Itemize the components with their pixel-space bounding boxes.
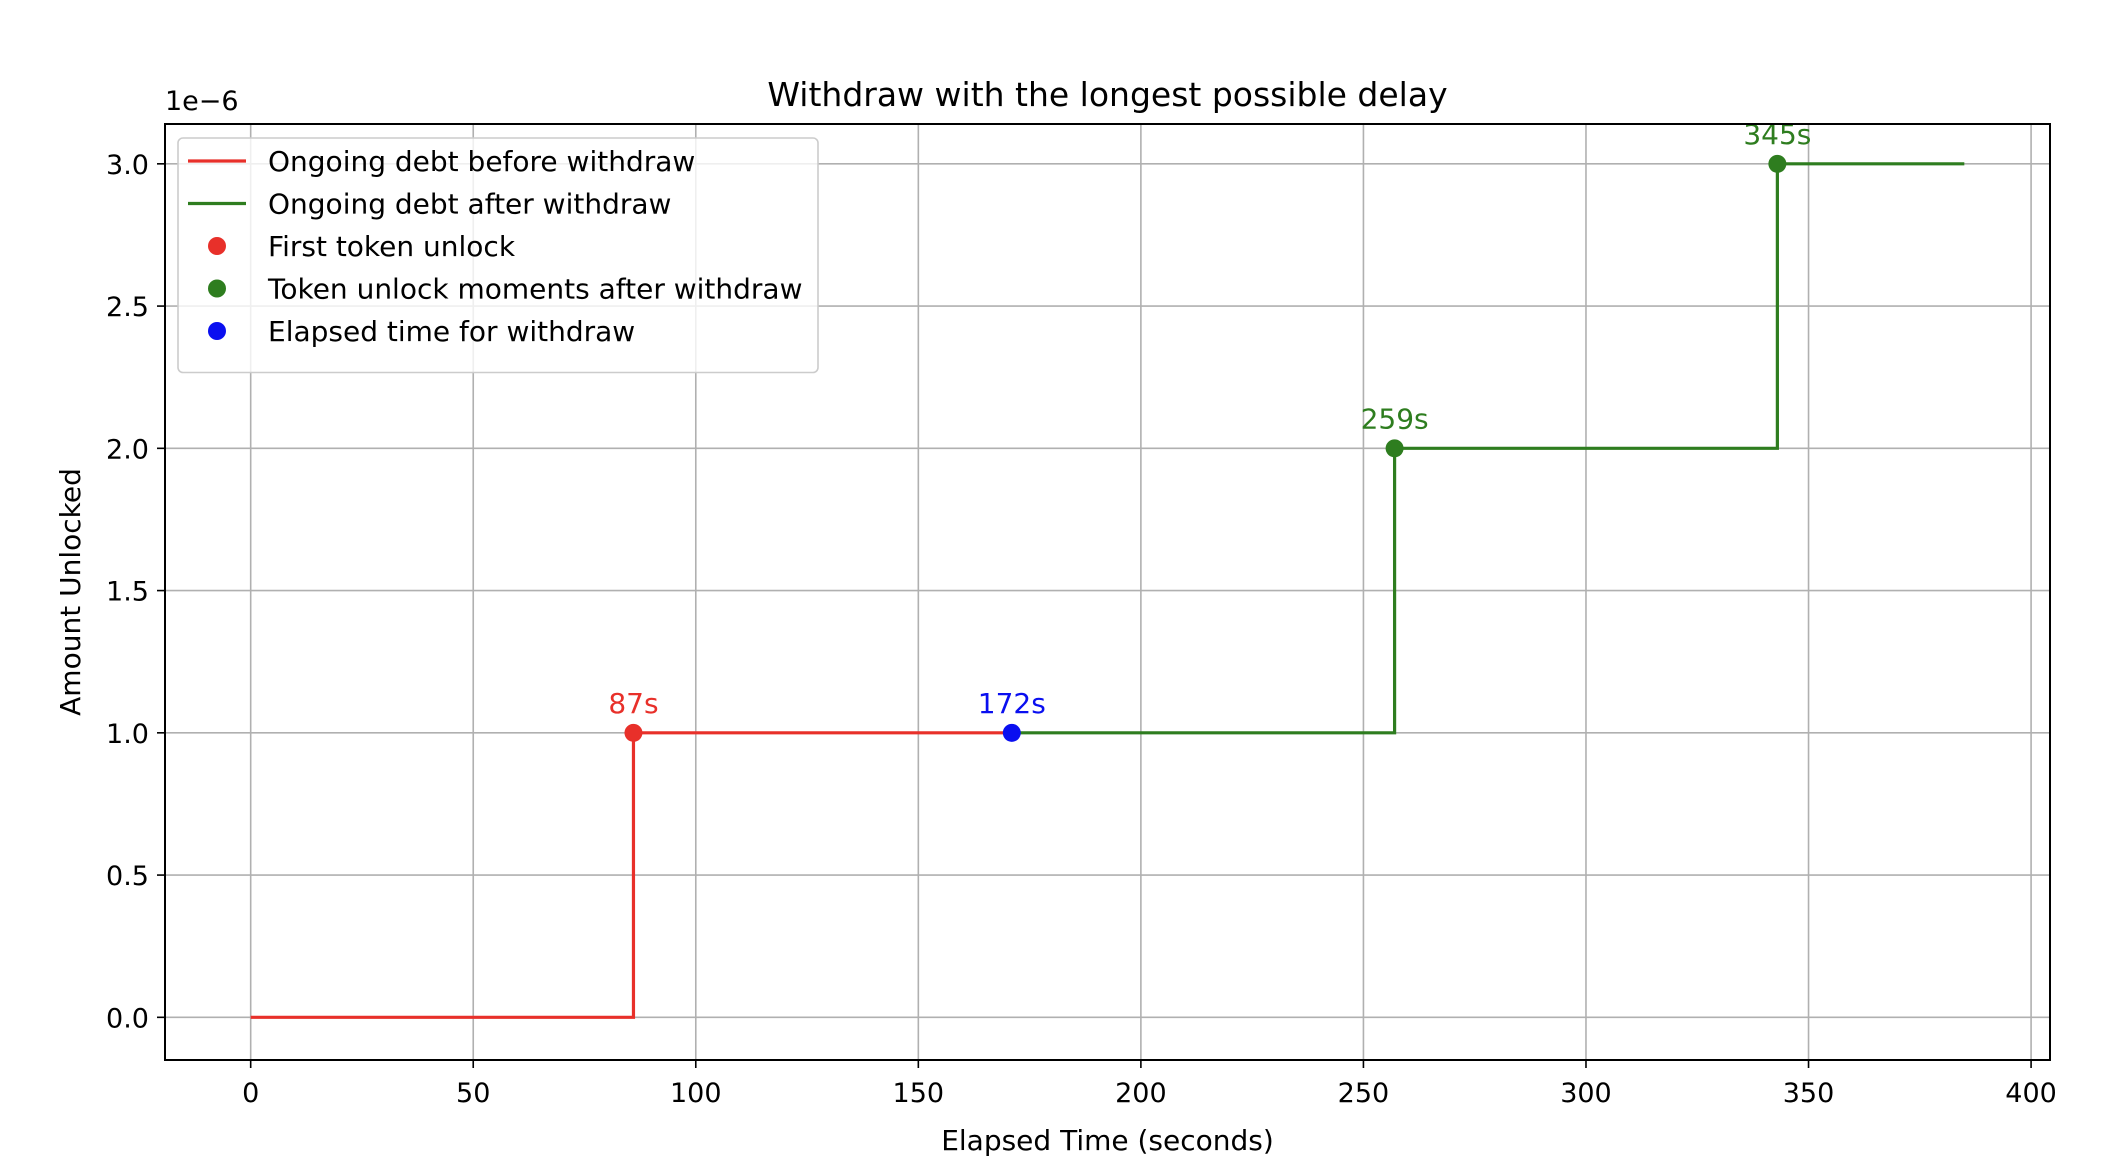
x-tick-label: 100 — [670, 1078, 722, 1109]
plot-series: 87s 259s 345s 172s — [250, 118, 1965, 1019]
marker-point-token-unlock-moments-after-withdraw — [1768, 154, 1787, 173]
x-tick-label: 200 — [1115, 1078, 1167, 1109]
plot-frame — [164, 123, 2051, 1061]
chart-title: Withdraw with the longest possible delay — [767, 75, 1447, 114]
legend-marker-swatch — [208, 237, 226, 255]
x-axis-label: Elapsed Time (seconds) — [941, 1124, 1274, 1157]
legend-marker-swatch — [208, 279, 226, 298]
y-axis-scale-label: 1e−6 — [165, 86, 239, 117]
x-tick-label: 0 — [242, 1078, 259, 1109]
legend-entry-label: Ongoing debt before withdraw — [268, 145, 695, 178]
series-line-ongoing-debt-before-withdraw — [250, 731, 1012, 1019]
legend-entry-label: First token unlock — [268, 230, 516, 263]
y-tick-label: 0.0 — [106, 1003, 149, 1034]
data-label: 172s — [978, 687, 1046, 720]
x-tick-label: 50 — [456, 1078, 490, 1109]
data-label: 345s — [1743, 118, 1811, 151]
y-tick-label: 1.0 — [106, 719, 149, 750]
legend-entry-label: Ongoing debt after withdraw — [268, 188, 671, 221]
legend-box — [177, 137, 819, 374]
data-label: 87s — [608, 687, 658, 720]
y-tick-label: 1.5 — [106, 577, 149, 608]
legend-entry-label: Token unlock moments after withdraw — [267, 273, 803, 306]
series-line-ongoing-debt-after-withdraw — [1011, 162, 1965, 735]
legend-entry-label: Elapsed time for withdraw — [268, 315, 635, 348]
y-axis-label: Amount Unlocked — [54, 468, 87, 716]
y-tick-label: 2.0 — [106, 434, 149, 465]
y-tick-label: 0.5 — [106, 861, 149, 892]
marker-point-token-unlock-moments-after-withdraw — [1385, 439, 1404, 458]
legend: Ongoing debt before withdraw Ongoing debt… — [177, 137, 819, 374]
x-tick-label: 250 — [1338, 1078, 1390, 1109]
axis-ticks: 0 50 100 150 200 250 300 350 400 0.0 0.5 1.0 1.5 2.0 2… — [106, 150, 2057, 1109]
x-tick-label: 150 — [893, 1078, 945, 1109]
legend-marker-swatch — [208, 322, 226, 340]
marker-point-first-token-unlock — [624, 723, 643, 742]
y-tick-label: 2.5 — [106, 292, 149, 323]
x-tick-label: 400 — [2005, 1078, 2057, 1109]
x-tick-label: 350 — [1783, 1078, 1835, 1109]
marker-point-elapsed-time-for-withdraw — [1002, 723, 1021, 742]
y-tick-label: 3.0 — [106, 150, 149, 181]
data-label: 259s — [1361, 402, 1429, 435]
x-tick-label: 300 — [1560, 1078, 1612, 1109]
